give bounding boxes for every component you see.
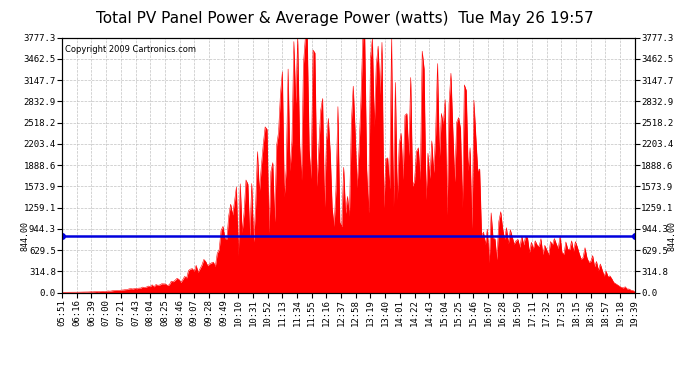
Text: 844.00: 844.00 [667, 220, 676, 251]
Text: Copyright 2009 Cartronics.com: Copyright 2009 Cartronics.com [65, 45, 196, 54]
Text: 844.00: 844.00 [21, 220, 30, 251]
Text: Total PV Panel Power & Average Power (watts)  Tue May 26 19:57: Total PV Panel Power & Average Power (wa… [96, 11, 594, 26]
